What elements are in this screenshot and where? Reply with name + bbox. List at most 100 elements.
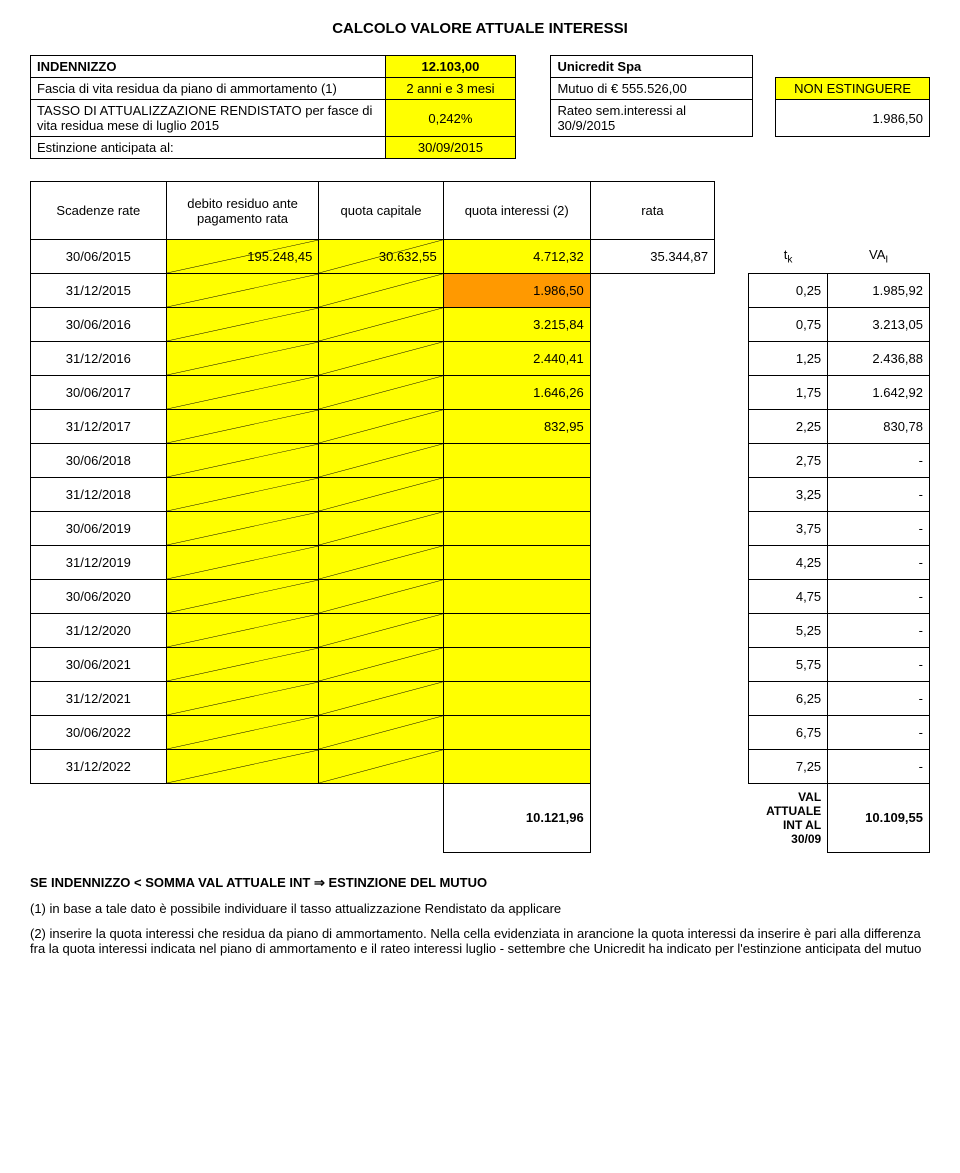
- cell-va: -: [828, 580, 930, 614]
- cell-va: -: [828, 716, 930, 750]
- cell-interessi: [443, 716, 590, 750]
- spacer: [715, 716, 749, 750]
- cell-interessi: [443, 648, 590, 682]
- spacer: [551, 137, 752, 159]
- cell-rata: [590, 512, 714, 546]
- table-row: 30/06/2018 2,75-: [31, 444, 930, 478]
- cell-tk: 6,25: [749, 682, 828, 716]
- cell-interessi: 832,95: [443, 410, 590, 444]
- hdr-rateo: Rateo sem.interessi al 30/9/2015: [551, 100, 752, 137]
- col-interessi: quota interessi (2): [443, 182, 590, 240]
- cell-rata: [590, 308, 714, 342]
- cell-capitale: [319, 444, 443, 478]
- cell-tk: 2,25: [749, 410, 828, 444]
- header-table: INDENNIZZO 12.103,00 Unicredit Spa Fasci…: [30, 55, 930, 159]
- total-label: VAL ATTUALE INT AL 30/09: [749, 784, 828, 853]
- cell-rata: [590, 750, 714, 784]
- hdr-rateo-value: 1.986,50: [776, 100, 930, 137]
- cell-interessi: [443, 512, 590, 546]
- hdr-mutuo: Mutuo di € 555.526,00: [551, 78, 752, 100]
- cell-date: 30/06/2017: [31, 376, 167, 410]
- hdr-estinzione-value: 30/09/2015: [385, 137, 515, 159]
- cell-va: 3.213,05: [828, 308, 930, 342]
- cell-va: -: [828, 444, 930, 478]
- cell-va: -: [828, 546, 930, 580]
- cell-tk: 1,75: [749, 376, 828, 410]
- cell-rata: [590, 716, 714, 750]
- spacer: [715, 648, 749, 682]
- spacer: [715, 308, 749, 342]
- total-val: 10.109,55: [828, 784, 930, 853]
- cell-interessi: 1.986,50: [443, 274, 590, 308]
- cell-date: 31/12/2019: [31, 546, 167, 580]
- cell-date: 31/12/2016: [31, 342, 167, 376]
- table-row: 31/12/2019 4,25-: [31, 546, 930, 580]
- cell-interessi: [443, 478, 590, 512]
- hdr-estinzione-label: Estinzione anticipata al:: [31, 137, 386, 159]
- cell-debito: [166, 478, 319, 512]
- cell-debito: [166, 546, 319, 580]
- spacer: [715, 274, 749, 308]
- hdr-indennizzo-value: 12.103,00: [385, 56, 515, 78]
- cell-va: -: [828, 512, 930, 546]
- cell-date: 31/12/2020: [31, 614, 167, 648]
- cell-va: 830,78: [828, 410, 930, 444]
- cell-interessi: [443, 546, 590, 580]
- footer-line3: (2) inserire la quota interessi che resi…: [30, 926, 930, 956]
- table-row: 31/12/20216,25-: [31, 682, 930, 716]
- cell-va: 2.436,88: [828, 342, 930, 376]
- spacer: [515, 137, 550, 159]
- spacer: [715, 342, 749, 376]
- cell-interessi: 2.440,41: [443, 342, 590, 376]
- table-row: 30/06/20215,75-: [31, 648, 930, 682]
- spacer: [828, 182, 930, 240]
- cell-debito: [166, 716, 319, 750]
- cell-tk: 0,75: [749, 308, 828, 342]
- cell-tk: 5,75: [749, 648, 828, 682]
- cell-debito: [166, 410, 319, 444]
- cell-rata: [590, 444, 714, 478]
- cell-rata: [590, 648, 714, 682]
- spacer: [752, 137, 776, 159]
- cell-tk: 0,25: [749, 274, 828, 308]
- cell-tk: 4,25: [749, 546, 828, 580]
- cell-capitale: [319, 750, 443, 784]
- cell-date: 30/06/2021: [31, 648, 167, 682]
- spacer: [31, 784, 444, 853]
- cell-tk: 5,25: [749, 614, 828, 648]
- cell-va: -: [828, 478, 930, 512]
- cell-capitale: [319, 512, 443, 546]
- spacer: [715, 478, 749, 512]
- hdr-bank: Unicredit Spa: [551, 56, 752, 78]
- footer-line2: (1) in base a tale dato è possibile indi…: [30, 901, 930, 916]
- cell-tk: 3,25: [749, 478, 828, 512]
- cell-tk: 2,75: [749, 444, 828, 478]
- spacer: [776, 137, 930, 159]
- cell-capitale: [319, 580, 443, 614]
- table-row: 31/12/20183,25-: [31, 478, 930, 512]
- cell-debito: [166, 376, 319, 410]
- cell-date: 30/06/2018: [31, 444, 167, 478]
- cell-date: 30/06/2022: [31, 716, 167, 750]
- hdr-nonestinguere: NON ESTINGUERE: [776, 78, 930, 100]
- spacer: [715, 580, 749, 614]
- cell-capitale: [319, 342, 443, 376]
- cell-rata: [590, 546, 714, 580]
- cell-debito: 195.248,45: [166, 240, 319, 274]
- cell-capitale: 30.632,55: [319, 240, 443, 274]
- hdr-tasso-label: TASSO DI ATTUALIZZAZIONE RENDISTATO per …: [31, 100, 386, 137]
- cell-capitale: [319, 478, 443, 512]
- cell-debito: [166, 682, 319, 716]
- cell-va: 1.642,92: [828, 376, 930, 410]
- cell-capitale: [319, 546, 443, 580]
- cell-date: 30/06/2016: [31, 308, 167, 342]
- cell-debito: [166, 342, 319, 376]
- spacer: [715, 682, 749, 716]
- footer-line1: SE INDENNIZZO < SOMMA VAL ATTUALE INT ⇒ …: [30, 875, 930, 891]
- cell-date: 30/06/2020: [31, 580, 167, 614]
- spacer: [715, 750, 749, 784]
- spacer: [776, 56, 930, 78]
- cell-rata: [590, 274, 714, 308]
- table-row: 30/06/20171.646,261,751.642,92: [31, 376, 930, 410]
- spacer: [749, 182, 828, 240]
